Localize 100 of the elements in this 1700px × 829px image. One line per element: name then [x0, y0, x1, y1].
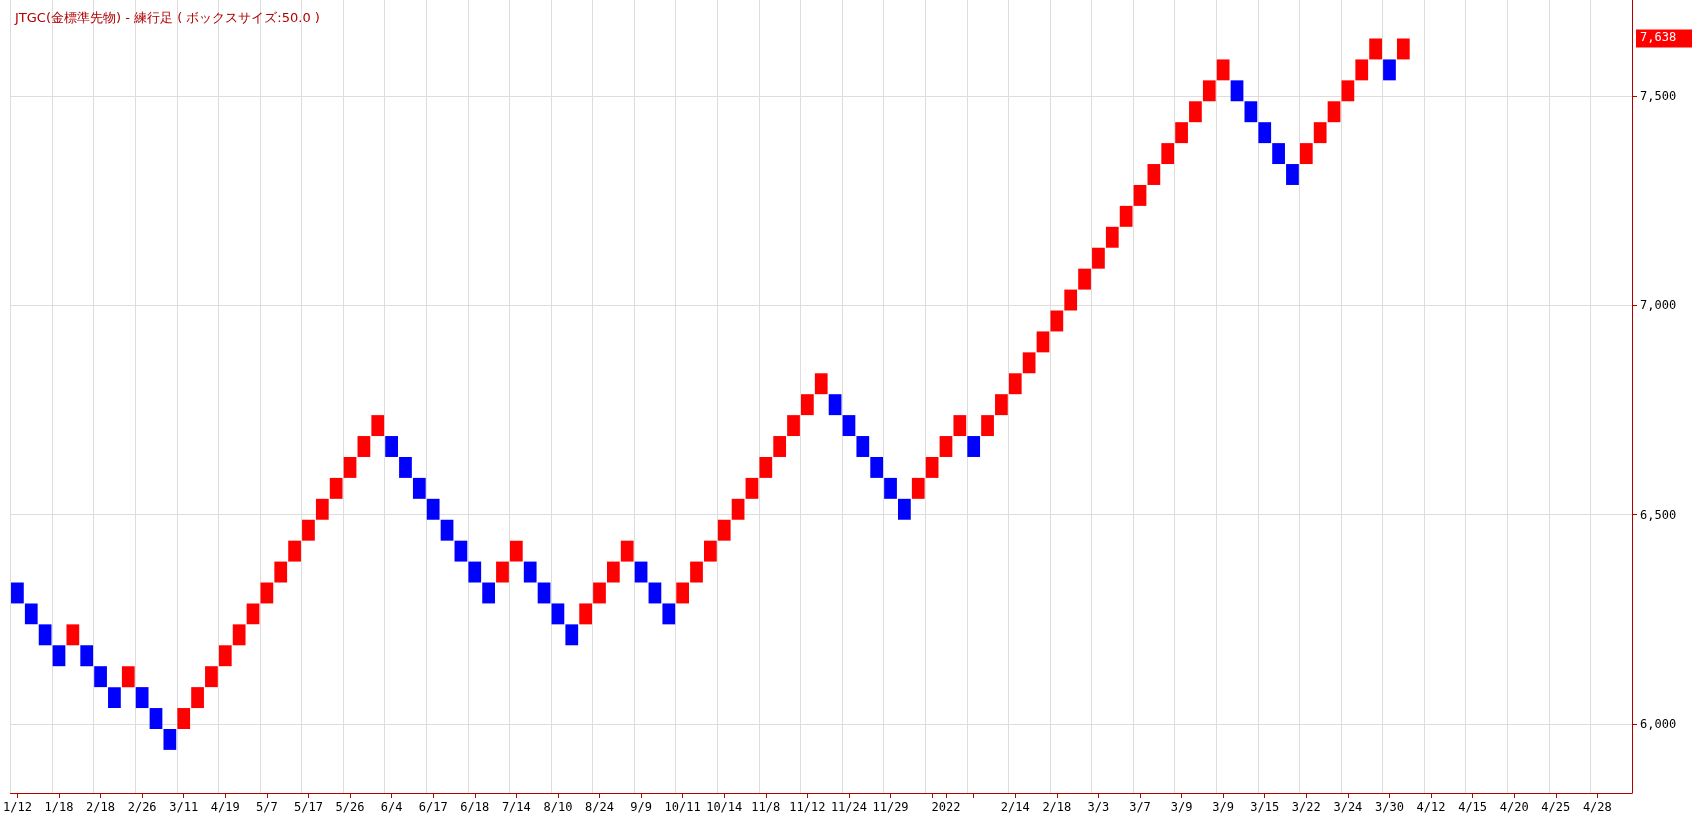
bar [953, 415, 967, 437]
x-tick-label: 2/18 [86, 800, 116, 814]
bar [1092, 247, 1105, 269]
bar [1369, 38, 1382, 60]
bar [468, 561, 482, 583]
y-tick-label: 6,000 [1640, 716, 1677, 731]
x-tick-label: 4/20 [1499, 800, 1529, 814]
bar [1216, 59, 1230, 81]
bar [343, 456, 357, 478]
bar [482, 582, 495, 604]
bar [1133, 184, 1147, 206]
bar [1230, 80, 1244, 102]
bar [703, 540, 717, 562]
bar [884, 477, 897, 499]
text: 7,638 [1640, 30, 1677, 45]
x-tick-label: 5/17 [293, 800, 323, 814]
x-tick-label: 8/24 [585, 800, 614, 814]
bar [828, 394, 842, 416]
bar [1258, 122, 1272, 144]
bar [218, 645, 232, 667]
bar [801, 394, 814, 416]
bar [856, 436, 870, 457]
x-tick-label: 3/9 [1170, 800, 1193, 814]
bar [135, 687, 149, 709]
y-tick-label: 7,500 [1640, 89, 1677, 104]
bar [898, 498, 911, 520]
bar [995, 394, 1008, 416]
bar [1355, 59, 1369, 81]
bar [1272, 143, 1285, 165]
bar [606, 561, 620, 583]
bar [745, 477, 759, 499]
x-tick-label: 1/18 [44, 800, 74, 814]
bar [1050, 310, 1064, 332]
bar [662, 603, 676, 625]
bar [177, 708, 191, 729]
x-tick-label: 3/22 [1291, 800, 1321, 814]
bar [634, 561, 648, 583]
bar [717, 519, 731, 541]
x-tick-label: 11/12 [789, 800, 826, 814]
bar [842, 415, 856, 437]
bar [911, 477, 925, 499]
bar [399, 456, 412, 478]
bar [191, 687, 204, 709]
bar [80, 645, 94, 667]
bar [773, 436, 787, 457]
bar [1383, 59, 1396, 81]
bar [565, 624, 579, 646]
bar [1244, 101, 1258, 123]
x-tick-label: 9/9 [630, 800, 652, 814]
bar [981, 415, 994, 437]
x-tick-label: 4/28 [1582, 800, 1612, 814]
x-tick-label: 1/12 [2, 800, 32, 814]
x-tick-label: 11/29 [872, 800, 909, 814]
bar [1008, 373, 1022, 395]
bar [274, 561, 288, 583]
bar [537, 582, 551, 604]
bar [24, 603, 38, 625]
bar [315, 498, 329, 520]
bar [1396, 38, 1410, 60]
bar [1202, 80, 1216, 102]
bar [1161, 143, 1175, 165]
bar [1189, 101, 1202, 123]
bar [1313, 122, 1327, 144]
text: JTGC(金標準先物) - 練行足 ( ボックスサイズ:50.0 ) [14, 10, 320, 25]
bar [1286, 164, 1299, 185]
bar [1175, 122, 1188, 144]
bar [329, 477, 343, 499]
bar [690, 561, 703, 583]
bar [260, 582, 274, 604]
x-tick-label: 3/11 [169, 800, 199, 814]
x-tick-label: 10/14 [706, 800, 743, 814]
bar [385, 436, 398, 457]
bar [648, 582, 662, 604]
x-tick-label: 10/11 [664, 800, 701, 814]
x-tick-label: 3/3 [1087, 800, 1110, 814]
bar [1105, 226, 1119, 248]
bar [676, 582, 690, 604]
bar [232, 624, 246, 646]
x-tick-label: 3/9 [1212, 800, 1234, 814]
bar [731, 498, 745, 520]
bar [454, 540, 468, 562]
bar [523, 561, 537, 583]
x-tick-label: 4/19 [210, 800, 240, 814]
bar [205, 666, 218, 688]
x-tick-label: 3/30 [1375, 800, 1404, 814]
x-tick-label: 6/18 [460, 800, 490, 814]
bar [593, 582, 606, 604]
bar [496, 561, 509, 583]
bar [288, 540, 301, 562]
x-tick-label: 5/7 [256, 800, 278, 814]
bar [412, 477, 426, 499]
x-tick-label: 4/25 [1541, 800, 1571, 814]
bar [939, 436, 953, 457]
bar [371, 415, 385, 437]
x-tick-label: 3/15 [1250, 800, 1280, 814]
x-tick-label: 2/18 [1042, 800, 1072, 814]
bar [925, 456, 939, 478]
x-tick-label: 11/8 [751, 800, 781, 814]
bar [579, 603, 593, 625]
bar [967, 436, 981, 457]
